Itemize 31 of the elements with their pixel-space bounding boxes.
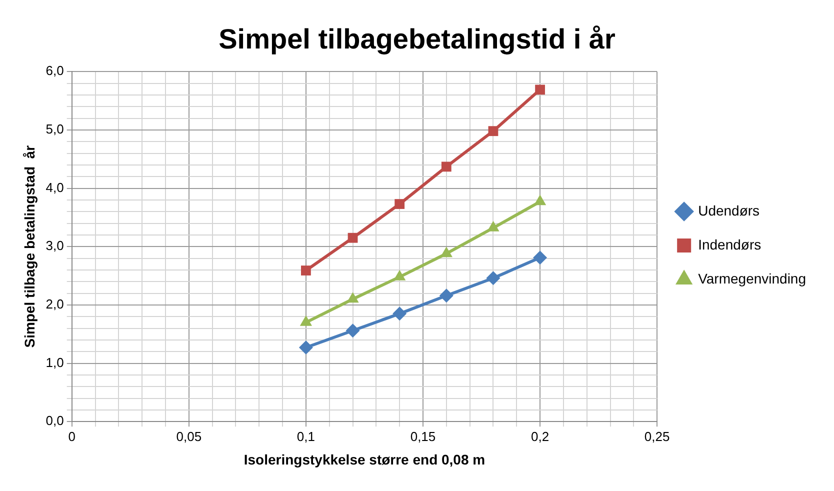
point [301,266,311,276]
x-tick-label: 0,15 [410,428,436,444]
point [298,340,313,355]
point [346,324,360,338]
legend-label: Varmegenvinding [698,270,806,286]
point [533,250,548,265]
point [439,288,454,303]
x-tick-label: 0,05 [176,428,202,444]
x-tick-label: 0 [68,428,76,444]
y-tick-label: 1,0 [46,354,64,370]
y-tick-label: 3,0 [46,238,64,254]
point [535,84,545,95]
x-tick-label: 0,2 [531,428,550,444]
chart-title: Simpel tilbagebetalingstid i år [218,24,616,55]
point [392,306,407,321]
y-tick-label: 2,0 [46,296,64,312]
y-tick-label: 5,0 [46,122,64,137]
y-tick-label: 6,0 [46,63,64,78]
y-tick-label: 4,0 [46,180,64,195]
y-tick-label: 0,0 [46,413,64,428]
point [348,232,358,243]
x-axis-title: Isoleringstykkelse større end 0,08 m [244,451,486,468]
x-tick-label: 0,1 [296,428,315,444]
point [394,199,405,209]
point [486,271,500,286]
legend-label: Indendørs [698,236,762,252]
point [441,162,452,172]
x-tick-label: 0,25 [644,428,670,444]
legend-label: Udendørs [698,202,760,218]
y-axis-title: Simpel tilbage betalingstad år [21,144,38,348]
point [488,126,498,136]
